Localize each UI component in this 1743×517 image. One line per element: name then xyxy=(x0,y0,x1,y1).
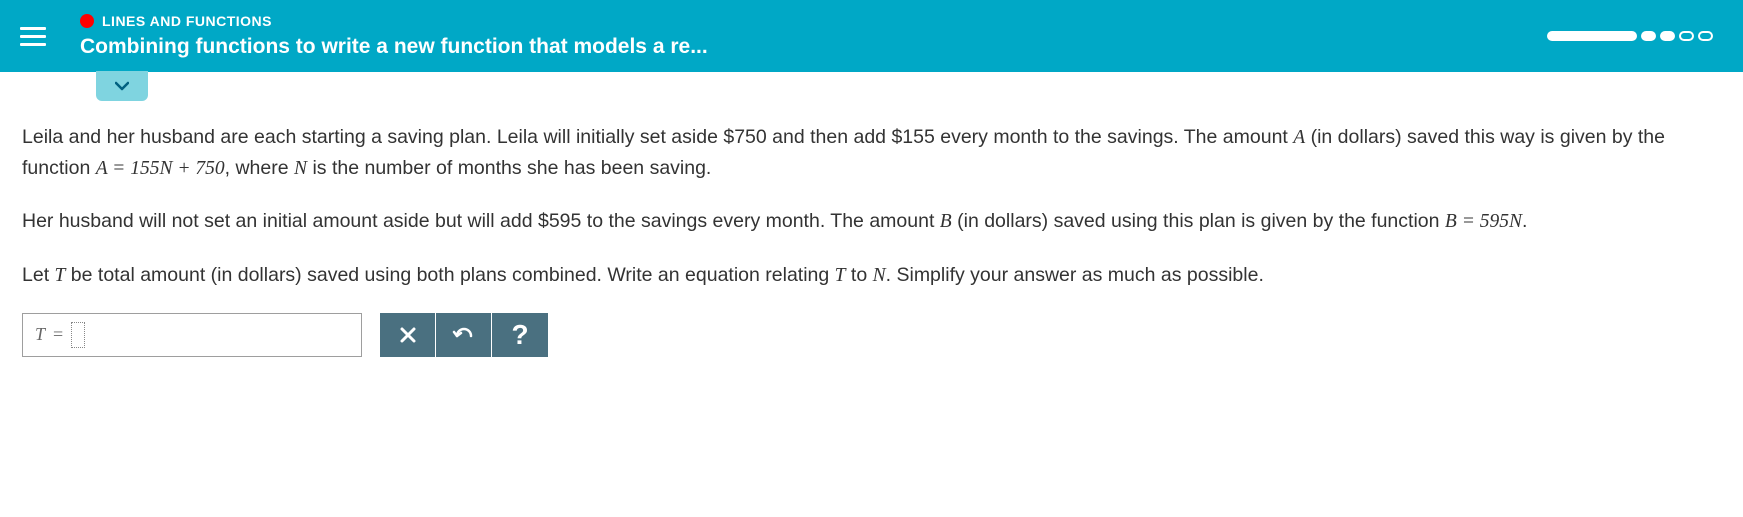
math-var: B xyxy=(940,211,952,232)
tab-row xyxy=(0,72,1743,106)
tool-button-group: ? xyxy=(380,313,548,357)
progress-segment xyxy=(1660,31,1675,41)
topic-label: LINES AND FUNCTIONS xyxy=(102,13,272,29)
math-var: T xyxy=(55,265,66,286)
text: Leila and her husband are each starting … xyxy=(22,126,723,148)
text: (in dollars) saved using this plan is gi… xyxy=(952,210,1445,232)
clear-button[interactable] xyxy=(380,313,436,357)
value: $750 xyxy=(723,126,766,148)
topic-row: LINES AND FUNCTIONS xyxy=(80,13,1547,29)
close-icon xyxy=(399,326,417,344)
text: Let xyxy=(22,264,55,286)
paragraph-3: Let T be total amount (in dollars) saved… xyxy=(22,260,1721,291)
math-var: N xyxy=(294,158,307,179)
text: and then add xyxy=(767,126,892,148)
answer-row: T = ? xyxy=(22,313,1721,357)
text: . Simplify your answer as much as possib… xyxy=(886,264,1264,286)
undo-button[interactable] xyxy=(436,313,492,357)
text: . xyxy=(1522,210,1527,232)
paragraph-2: Her husband will not set an initial amou… xyxy=(22,206,1721,237)
header-bar: LINES AND FUNCTIONS Combining functions … xyxy=(0,0,1743,72)
math-var: A xyxy=(1293,127,1305,148)
progress-segment xyxy=(1698,31,1713,41)
text: Her husband will not set an initial amou… xyxy=(22,210,538,232)
record-dot-icon xyxy=(80,14,94,28)
text: to the savings every month. The amount xyxy=(581,210,939,232)
answer-equals: = xyxy=(53,321,63,349)
text: every month to the savings. The amount xyxy=(935,126,1293,148)
progress-segment xyxy=(1641,31,1656,41)
help-button[interactable]: ? xyxy=(492,313,548,357)
header-text-block: LINES AND FUNCTIONS Combining functions … xyxy=(80,13,1547,59)
answer-field[interactable] xyxy=(71,322,85,348)
paragraph-1: Leila and her husband are each starting … xyxy=(22,122,1721,184)
undo-icon xyxy=(452,326,476,344)
progress-segment xyxy=(1679,31,1694,41)
math-eq: B = 595N xyxy=(1445,211,1522,232)
math-var: N xyxy=(873,265,886,286)
progress-indicator xyxy=(1547,31,1713,41)
progress-segment xyxy=(1547,31,1637,41)
value: $155 xyxy=(891,126,934,148)
menu-icon[interactable] xyxy=(20,21,50,51)
text: , where xyxy=(225,157,294,179)
math-var: T xyxy=(835,265,846,286)
question-icon: ? xyxy=(511,313,528,356)
text: to xyxy=(846,264,873,286)
dropdown-tab[interactable] xyxy=(96,71,148,101)
text: is the number of months she has been sav… xyxy=(307,157,711,179)
text: be total amount (in dollars) saved using… xyxy=(65,264,834,286)
answer-variable: T xyxy=(35,321,45,349)
math-eq: A = 155N + 750 xyxy=(96,158,225,179)
chevron-down-icon xyxy=(115,81,129,91)
value: $595 xyxy=(538,210,581,232)
question-title: Combining functions to write a new funct… xyxy=(80,35,1547,59)
problem-content: Leila and her husband are each starting … xyxy=(0,106,1743,377)
answer-input-box[interactable]: T = xyxy=(22,313,362,357)
